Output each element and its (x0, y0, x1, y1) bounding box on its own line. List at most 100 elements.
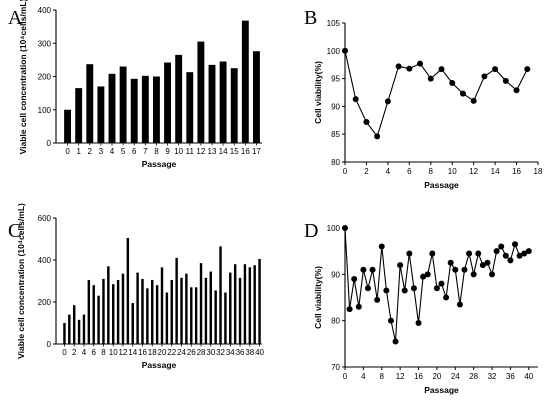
bar (97, 86, 105, 143)
data-point (438, 66, 445, 73)
x-tick-label: 0 (343, 372, 348, 381)
bar (92, 285, 95, 344)
bar (131, 303, 134, 344)
bar (229, 272, 232, 344)
data-point (374, 296, 381, 303)
bar (238, 277, 242, 344)
x-tick-label: 4 (386, 167, 391, 176)
data-point (378, 243, 385, 250)
data-point (513, 87, 520, 94)
y-tick-label: 100 (327, 47, 341, 56)
panel-B: B 80 85 90 95 100 105 Cell viability(%) 0 2 4 6 8 10 1… (304, 7, 543, 190)
bar (126, 237, 130, 344)
bar (151, 279, 154, 344)
bar (108, 73, 116, 143)
data-point (481, 73, 488, 80)
data-point (363, 118, 370, 125)
x-tick-label: 24 (177, 348, 186, 357)
y-axis-title: Viable cell concentration (10⁴cells/mL) (16, 203, 26, 359)
x-tick-label: 26 (187, 348, 196, 357)
data-point (395, 63, 402, 70)
bar (199, 263, 203, 344)
data-point (352, 96, 359, 103)
x-tick-label: 18 (534, 167, 543, 176)
bar (233, 264, 237, 344)
y-tick-label: 200 (38, 298, 52, 307)
data-point (360, 266, 367, 273)
x-tick-label: 22 (167, 348, 176, 357)
x-tick-label: 6 (132, 147, 137, 156)
bar (141, 75, 149, 143)
bar (86, 64, 94, 143)
data-point (342, 47, 348, 54)
data-point (525, 248, 532, 255)
x-tick-label: 4 (82, 348, 87, 357)
x-tick-label: 8 (154, 147, 159, 156)
x-axis-title: Passage (142, 159, 177, 169)
bar (68, 314, 71, 344)
data-point (507, 257, 514, 264)
data-point (427, 75, 434, 82)
data-point (342, 225, 348, 231)
x-axis-title: Passage (142, 360, 177, 370)
x-tick-label: 11 (186, 147, 195, 156)
data-point (401, 287, 408, 294)
y-tick-label: 0 (47, 340, 52, 349)
bar (253, 51, 260, 144)
x-tick-label: 6 (407, 167, 412, 176)
y-tick-label: 85 (331, 130, 340, 139)
panel-letter: D (304, 220, 318, 242)
bar (214, 290, 217, 344)
y-tick-label: 0 (47, 139, 52, 148)
bar (209, 271, 212, 344)
y-tick-label: 90 (331, 102, 340, 111)
x-tick-label: 24 (451, 372, 460, 381)
panel-letter: C (8, 220, 21, 242)
bar (224, 292, 227, 344)
bar (155, 285, 159, 344)
data-point (456, 301, 463, 308)
x-tick-label: 20 (432, 372, 441, 381)
x-tick-label: 40 (255, 348, 264, 357)
data-point (470, 271, 477, 278)
y-tick-label: 100 (38, 106, 52, 115)
x-tick-label: 4 (110, 147, 115, 156)
x-tick-label: 4 (361, 372, 366, 381)
bar (112, 284, 115, 344)
bar (121, 273, 125, 344)
bar (107, 266, 110, 344)
x-tick-label: 34 (226, 348, 235, 357)
bar (136, 272, 139, 344)
data-point (364, 285, 371, 292)
data-point (498, 243, 505, 250)
panel-D: D 70 80 90 100 Cell viability(%) 0 4 8 12 16 20 24 28… (304, 220, 538, 395)
data-point (417, 60, 424, 67)
data-point (475, 250, 482, 257)
x-tick-label: 18 (148, 348, 157, 357)
bar (77, 319, 81, 344)
bar (102, 278, 105, 344)
data-point (521, 250, 528, 257)
x-tick-label: 7 (143, 147, 148, 156)
bar (230, 68, 238, 143)
y-tick-label: 70 (331, 363, 340, 372)
x-tick-label: 10 (174, 147, 183, 156)
x-axis-title: Passage (424, 385, 459, 395)
data-point (484, 259, 491, 266)
bar (258, 258, 261, 344)
data-point (479, 262, 486, 269)
data-point (410, 285, 417, 292)
x-tick-label: 10 (109, 348, 118, 357)
bar (253, 265, 256, 344)
x-tick-label: 3 (99, 147, 104, 156)
y-tick-label: 600 (38, 214, 52, 223)
x-tick-label: 6 (91, 348, 96, 357)
data-point (502, 77, 509, 84)
x-tick-label: 2 (72, 348, 77, 357)
y-tick-label: 80 (331, 158, 340, 167)
data-point (420, 273, 427, 280)
x-tick-label: 32 (488, 372, 497, 381)
bar (97, 295, 100, 344)
data-point (406, 250, 413, 257)
